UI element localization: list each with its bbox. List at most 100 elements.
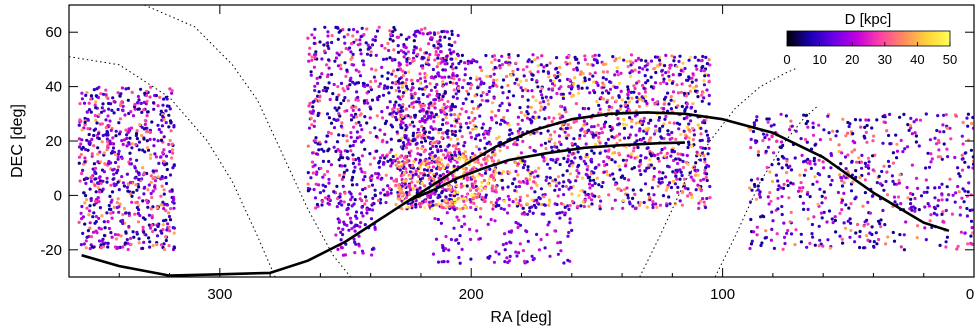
data-point [846,153,850,157]
data-point [470,83,474,87]
data-point [519,110,523,115]
data-point [461,154,465,158]
data-point [354,214,358,218]
data-point [918,118,923,122]
data-point [100,239,104,243]
data-point [375,149,379,153]
data-point [654,202,658,206]
data-point [125,172,129,176]
data-point [692,86,696,90]
data-point [702,119,706,123]
data-point [409,188,413,192]
data-point [588,91,592,95]
data-point [159,229,163,233]
data-point [929,213,933,217]
data-point [966,242,970,246]
data-point [865,140,869,144]
data-point [376,176,380,180]
data-point [459,59,463,63]
data-point [434,53,438,57]
data-point [374,68,378,72]
data-point [799,240,804,244]
data-point [392,159,396,163]
data-point [705,178,709,183]
data-point [345,156,349,160]
data-point [937,185,942,190]
data-point [137,140,142,144]
data-point [849,228,853,233]
data-point [630,167,634,171]
data-point [649,59,654,63]
data-point [699,126,703,130]
data-point [319,166,323,170]
data-point [443,35,447,39]
data-point [389,32,393,37]
data-point [444,234,448,239]
data-point [93,170,97,174]
data-point [707,93,711,98]
data-point [870,126,874,130]
data-point [137,98,141,102]
data-point [511,69,515,73]
data-point [162,135,166,139]
data-point [475,195,479,199]
data-point [434,144,438,148]
data-point [494,185,498,189]
data-point [507,133,511,137]
data-point [388,56,392,60]
data-point [938,243,942,247]
data-point [451,62,455,66]
data-point [487,89,491,94]
overlay-lines [69,5,950,277]
data-point [503,248,507,252]
data-point [765,165,769,170]
data-point [357,70,361,74]
data-point [326,86,330,90]
data-point [418,186,422,190]
data-point [80,138,84,142]
data-point [774,173,779,177]
data-point [539,143,544,147]
data-point [566,234,570,238]
data-point [94,106,98,110]
x-tick-label: 300 [207,286,232,303]
data-point [363,186,367,190]
data-point [642,119,646,123]
data-point [80,204,84,209]
data-point [517,251,521,255]
data-point [573,76,577,80]
data-point [704,129,708,133]
data-point [381,57,386,62]
data-point [151,169,155,173]
data-point [945,147,949,151]
data-point [782,235,787,239]
data-point [578,155,582,159]
data-point [676,190,680,194]
data-point [831,221,835,225]
data-point [148,95,152,99]
data-point [133,166,137,170]
data-point [320,203,324,207]
data-point [407,57,411,61]
data-point [362,82,366,86]
data-point [494,170,498,174]
data-point [308,101,312,105]
data-point [963,151,967,155]
data-point [77,145,82,149]
data-point [404,123,408,127]
data-point [628,59,632,64]
data-point [404,146,409,150]
data-point [501,78,506,82]
data-point [318,75,322,79]
data-point [445,121,450,125]
data-point [495,78,499,82]
data-point [646,79,650,83]
data-point [125,238,129,242]
data-point [502,207,506,211]
data-point [338,192,342,196]
data-point [538,108,543,112]
data-point [322,189,326,193]
data-point [490,156,494,160]
data-point [556,71,560,75]
data-point [540,86,544,90]
